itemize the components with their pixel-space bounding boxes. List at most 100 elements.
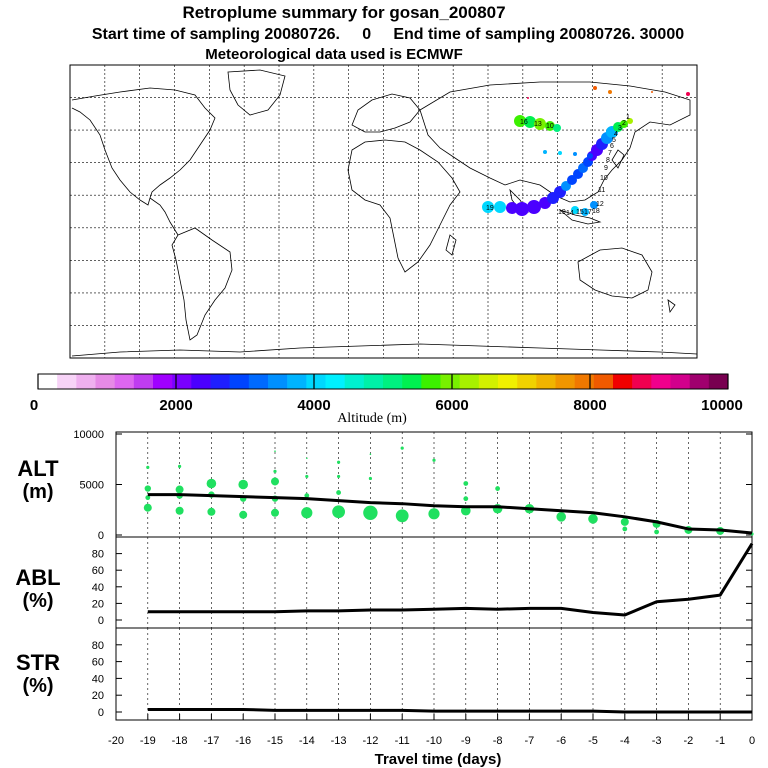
colorbar-cell [402, 374, 422, 389]
panel-label-unit: (%) [22, 675, 53, 697]
colorbar-cell [210, 374, 230, 389]
x-axis: -20 -19 -18 -17 -16 -15 -14 -13 -12 -11 -10 -9 -8 -7-… [108, 714, 755, 747]
trajectory-day-label: 11 [598, 187, 605, 194]
scatter-point [463, 481, 469, 486]
trajectory-point [593, 86, 597, 90]
colorbar-cell [287, 374, 307, 389]
colorbar-cell [613, 374, 633, 389]
colorbar-cell [76, 374, 96, 389]
x-tick-label: -1 [715, 735, 725, 747]
panel-str: 0 20 40 60 80 STR(%) [16, 627, 753, 721]
y-tick-label: 0 [98, 615, 104, 627]
colorbar-title: Altitude (m) [337, 411, 407, 426]
y-tick-label: 10000 [73, 429, 104, 441]
trajectory-day-label: 7 [608, 150, 612, 157]
trajectory-point [524, 116, 536, 128]
panel-label-name: ABL [15, 565, 60, 590]
scatter-point [271, 508, 279, 517]
colorbar-tick-label: 2000 [159, 397, 192, 414]
colorbar-cell [191, 374, 211, 389]
trajectory-day-label: 12 [596, 201, 604, 208]
y-tick-label: 0 [98, 530, 104, 542]
scatter-point [305, 474, 309, 479]
trajectory-points [482, 86, 690, 216]
colorbar-cell [555, 374, 575, 389]
trajectory-day-label: 2 [622, 120, 626, 127]
x-tick-label: -7 [525, 735, 535, 747]
scatter-point [369, 453, 372, 456]
trajectory-day-label: 10 [546, 123, 554, 130]
scatter-point [175, 485, 184, 494]
scatter-point [145, 495, 151, 501]
scatter-point [336, 490, 341, 495]
colorbar-cell [593, 374, 614, 389]
trajectory-point [527, 200, 541, 214]
trajectory-point [545, 121, 555, 131]
trajectory-day-label: 16 [520, 119, 528, 126]
coastlines [71, 69, 698, 357]
colorbar-cell [325, 374, 345, 389]
y-tick-label: 40 [92, 582, 104, 594]
trajectory-point [587, 153, 593, 159]
scatter-point [178, 464, 182, 468]
colorbar-cell [440, 374, 460, 389]
colorbar-cell [383, 374, 403, 389]
scatter-point [274, 450, 276, 452]
scatter-point [273, 469, 277, 473]
scatter-point [363, 505, 378, 520]
scatter-point [495, 486, 500, 491]
y-tick-label: 0 [98, 707, 104, 719]
trajectory-day-label: 3 [618, 125, 622, 132]
colorbar-tick-label: 4000 [297, 397, 330, 414]
trajectory-day-label: 15 [576, 209, 584, 216]
scatter-point [400, 446, 404, 450]
scatter-point [395, 509, 409, 523]
colorbar-cell [670, 374, 690, 389]
x-tick-label: 0 [749, 735, 755, 747]
colorbar-cell [689, 374, 710, 389]
trajectory-day-label: 13 [534, 121, 542, 128]
scatter-point [301, 507, 313, 519]
trajectory-point [482, 201, 494, 213]
scatter-point [368, 476, 372, 481]
colorbar-cell [153, 374, 173, 389]
scatter-point [428, 508, 440, 520]
scatter-point [144, 485, 151, 492]
scatter-point [588, 514, 598, 524]
y-tick-label: 60 [92, 565, 104, 577]
scatter-point [654, 529, 659, 535]
trajectory-point [553, 124, 561, 132]
trajectory-day-label: 6 [610, 143, 614, 150]
colorbar-cell [229, 374, 250, 389]
panel-label-name: STR [16, 650, 60, 675]
colorbar-tick-label: 8000 [573, 397, 606, 414]
x-tick-label: -19 [140, 735, 156, 747]
scatter-point [146, 465, 150, 469]
scatter-point [175, 506, 184, 515]
x-tick-label: -9 [461, 735, 471, 747]
series-line-abl [147, 542, 754, 617]
x-tick-label: -8 [493, 735, 503, 747]
colorbar-cell [38, 374, 58, 389]
trajectory-point [651, 91, 653, 93]
scatter-point [337, 474, 341, 479]
colorbar-cell [344, 374, 365, 389]
scatter-point [271, 477, 279, 486]
y-tick-label: 80 [92, 640, 104, 652]
scatter-point [620, 517, 629, 526]
x-tick-label: -2 [684, 735, 694, 747]
x-tick-label: -17 [203, 735, 219, 747]
sampling-times: Start time of sampling 20080726. 0 End t… [91, 26, 685, 43]
trajectory-day-label: 17 [584, 209, 592, 216]
x-tick-label: -16 [235, 735, 251, 747]
x-tick-label: -20 [108, 735, 124, 747]
trajectory-point [571, 206, 579, 214]
trajectory-point [573, 152, 577, 156]
x-tick-label: -13 [331, 735, 347, 747]
x-tick-label: -3 [652, 735, 662, 747]
y-tick-label: 5000 [80, 480, 104, 492]
trajectory-point [494, 201, 506, 213]
scatter-point [337, 460, 341, 464]
